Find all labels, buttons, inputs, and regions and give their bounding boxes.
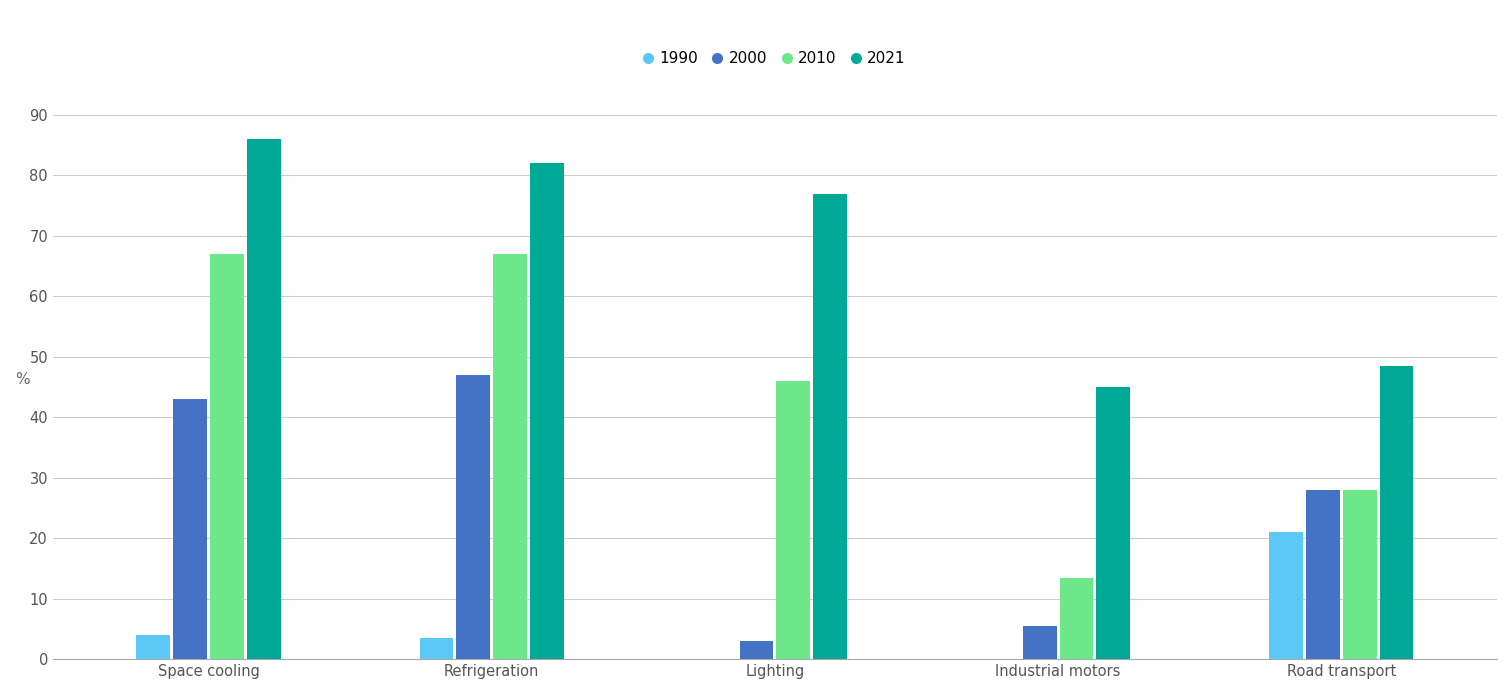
Bar bbox=[1343, 490, 1376, 659]
Bar bbox=[1379, 366, 1414, 659]
Bar bbox=[1060, 577, 1093, 659]
Bar bbox=[420, 638, 454, 659]
Bar bbox=[246, 139, 281, 659]
Legend: 1990, 2000, 2010, 2021: 1990, 2000, 2010, 2021 bbox=[640, 46, 910, 71]
Bar bbox=[1022, 626, 1057, 659]
Bar bbox=[776, 381, 810, 659]
Bar bbox=[493, 254, 528, 659]
Bar bbox=[210, 254, 243, 659]
Bar bbox=[1306, 490, 1340, 659]
Bar bbox=[531, 163, 564, 659]
Y-axis label: %: % bbox=[15, 372, 30, 387]
Bar bbox=[174, 399, 207, 659]
Bar bbox=[813, 194, 847, 659]
Bar bbox=[1269, 532, 1303, 659]
Bar bbox=[1096, 387, 1131, 659]
Bar bbox=[457, 375, 490, 659]
Bar bbox=[136, 635, 171, 659]
Bar bbox=[739, 641, 774, 659]
